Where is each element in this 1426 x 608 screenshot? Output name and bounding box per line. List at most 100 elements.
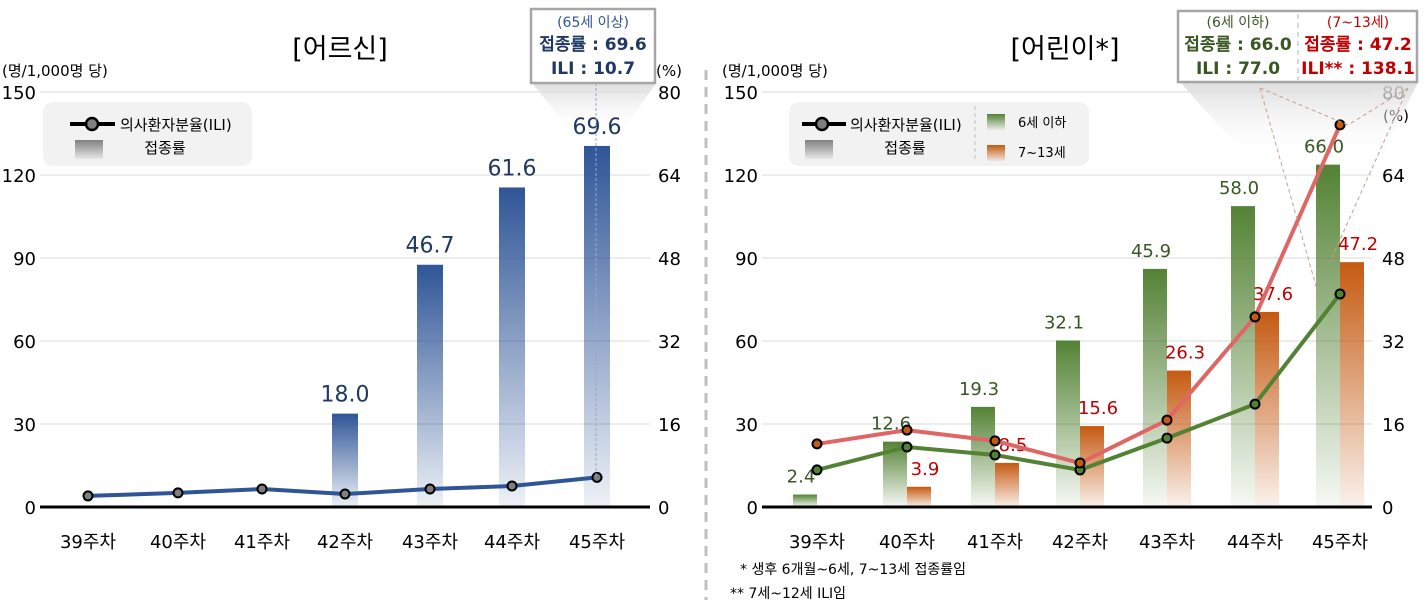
callout-leader: [1259, 87, 1349, 126]
line-point: [1161, 432, 1173, 444]
legend-line-marker: [814, 116, 830, 132]
line-point: [506, 480, 518, 492]
callout-young-line2: ILI : 77.0: [1196, 59, 1280, 79]
y-left-tick-label: 150: [2, 83, 36, 104]
bar-접종률: [417, 264, 443, 507]
line-point: [591, 471, 603, 483]
legend-label-vaccination: 접종률: [884, 139, 926, 157]
legend-label-young: 6세 이하: [1018, 116, 1066, 131]
bar-data-label: 15.6: [1078, 398, 1118, 419]
line-point: [424, 483, 436, 495]
bar-data-label: 46.7: [406, 234, 455, 259]
bar-6세 이하 접종률: [1231, 206, 1255, 507]
x-tick-label: 44주차: [484, 532, 540, 553]
x-tick-label: 39주차: [60, 532, 116, 553]
bar-data-label: 58.0: [1219, 178, 1259, 199]
line-point: [1334, 119, 1346, 131]
x-tick-label: 45주차: [1312, 532, 1368, 553]
callout-pointer: [1180, 82, 1418, 160]
y-right-tick-label: 0: [1382, 498, 1393, 519]
y-left-tick-label: 90: [13, 249, 36, 270]
chart-title: [어르신]: [292, 34, 388, 65]
legend-label-ili: 의사환자분율(ILI): [850, 116, 962, 134]
bar-data-label: 61.6: [488, 156, 537, 181]
callout-old-title: (7~13세): [1327, 15, 1389, 31]
line-point: [901, 441, 913, 453]
y-right-tick-label: 64: [1382, 166, 1405, 187]
bar-data-label: 66.0: [1304, 137, 1344, 158]
callout-title: (65세 이상): [557, 15, 629, 31]
callout-leader: [1347, 87, 1409, 126]
y-left-tick-label: 30: [13, 415, 36, 436]
callout-leader: [1259, 87, 1319, 294]
callout-leader: [1329, 87, 1409, 263]
x-tick-label: 45주차: [569, 532, 625, 553]
y-right-tick-label: 48: [658, 249, 681, 270]
bar-data-label: 26.3: [1165, 343, 1205, 364]
bar-7~13세 접종률: [1255, 311, 1279, 507]
x-tick-label: 42주차: [317, 532, 373, 553]
y-right-tick-label: 16: [1382, 415, 1405, 436]
line-point: [1161, 414, 1173, 426]
bar-data-label: 19.3: [959, 379, 999, 400]
x-tick-label: 44주차: [1227, 532, 1283, 553]
bar-data-label: 2.4: [787, 467, 816, 488]
legend-label-vaccination: 접종률: [144, 139, 186, 157]
bar-6세 이하 접종률: [793, 494, 817, 507]
bar-접종률: [584, 145, 610, 507]
callout-pointer: [532, 83, 656, 135]
y-left-tick-label: 0: [747, 498, 758, 519]
line-point: [172, 487, 184, 499]
legend-bar-swatch: [75, 140, 103, 159]
x-tick-label: 41주차: [234, 532, 290, 553]
y-right-tick-label: 0: [658, 498, 669, 519]
x-tick-label: 43주차: [402, 532, 458, 553]
y-left-tick-label: 120: [724, 166, 758, 187]
line-point: [811, 464, 823, 476]
legend-old-swatch: [987, 145, 1005, 161]
y-left-tick-label: 120: [2, 166, 36, 187]
y-right-tick-label: 16: [658, 415, 681, 436]
x-tick-label: 39주차: [789, 532, 845, 553]
line-point: [82, 490, 94, 502]
callout-box: [529, 7, 657, 85]
line-point: [1249, 398, 1261, 410]
y-left-tick-label: 60: [735, 332, 758, 353]
y-right-tick-label: 32: [1382, 332, 1405, 353]
callout-young-title: (6세 이하): [1207, 15, 1270, 31]
y-left-axis-label: (명/1,000명 당): [2, 62, 108, 80]
line-point: [811, 438, 823, 450]
y-right-tick-label: 80: [658, 83, 681, 104]
line-point: [1334, 288, 1346, 300]
line-point: [339, 488, 351, 500]
bar-7~13세 접종률: [907, 486, 931, 507]
legend-box: [789, 102, 1089, 166]
bar-data-label: 69.6: [573, 115, 622, 140]
x-tick-label: 43주차: [1139, 532, 1195, 553]
x-tick-label: 40주차: [150, 532, 206, 553]
y-left-tick-label: 0: [25, 498, 36, 519]
line-point: [901, 424, 913, 436]
y-left-tick-label: 90: [735, 249, 758, 270]
bar-data-label: 32.1: [1044, 312, 1084, 333]
line-point: [1074, 457, 1086, 469]
callout-old-line2: ILI** : 138.1: [1301, 59, 1415, 79]
callout-old-line1: 접종률 : 47.2: [1304, 35, 1412, 55]
y-right-tick-label: 32: [658, 332, 681, 353]
y-right-axis-label: (%): [656, 62, 682, 80]
x-tick-label: 41주차: [967, 532, 1023, 553]
bar-data-label: 18.0: [321, 383, 370, 408]
callout-ili: ILI : 10.7: [551, 59, 635, 79]
x-tick-label: 42주차: [1052, 532, 1108, 553]
line-point: [989, 449, 1001, 461]
chart-title: [어린이*]: [1010, 34, 1119, 65]
callout-vaccination: 접종률 : 69.6: [539, 35, 647, 55]
bar-data-label: 45.9: [1131, 241, 1171, 262]
y-left-tick-label: 60: [13, 332, 36, 353]
line-point: [1249, 311, 1261, 323]
callout-young-line1: 접종률 : 66.0: [1184, 35, 1292, 55]
y-left-tick-label: 30: [735, 415, 758, 436]
bar-6세 이하 접종률: [1316, 164, 1340, 507]
legend-line-marker: [84, 116, 100, 132]
